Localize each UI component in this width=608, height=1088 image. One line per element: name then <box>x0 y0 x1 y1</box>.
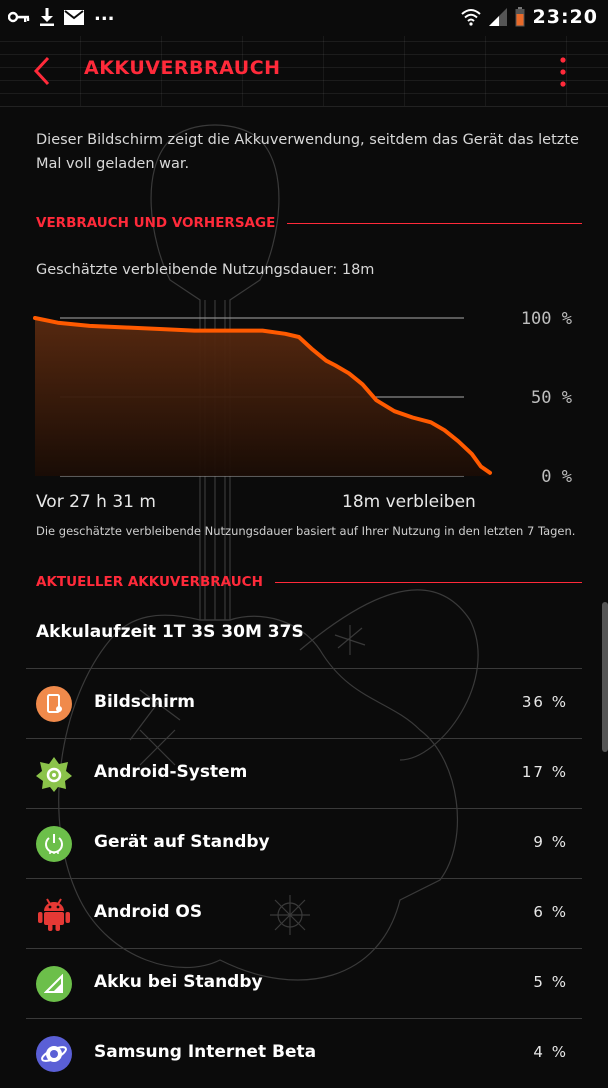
signal-icon <box>488 8 507 26</box>
key-icon <box>8 11 30 23</box>
section-heading-label: AKTUELLER AKKUVERBRAUCH <box>36 574 263 590</box>
app-usage-list: Bildschirm 36 % Android-System 17 % <box>26 668 582 1088</box>
list-item-akku-standby[interactable]: Akku bei Standby 5 % <box>26 948 582 1018</box>
app-name: Android-System <box>94 762 248 782</box>
power-standby-icon <box>36 826 72 862</box>
status-bar: ... 23:20 <box>0 0 608 36</box>
app-name: Samsung Internet Beta <box>94 1042 317 1062</box>
mail-icon <box>64 9 84 25</box>
chart-series-line <box>33 316 492 475</box>
app-percent: 4 % <box>533 1043 568 1061</box>
app-percent: 5 % <box>533 973 568 991</box>
app-name: Gerät auf Standby <box>94 832 270 852</box>
section-divider <box>287 222 582 224</box>
estimate-note: Die geschätzte verbleibende Nutzungsdaue… <box>36 524 576 538</box>
notification-overflow: ... <box>94 3 115 25</box>
back-arrow-icon[interactable] <box>28 54 58 88</box>
list-item-android-system[interactable]: Android-System 17 % <box>26 738 582 808</box>
section-heading-current: AKTUELLER AKKUVERBRAUCH <box>36 574 582 590</box>
battery-uptime: Akkulaufzeit 1T 3S 30M 37S <box>36 622 304 642</box>
wifi-icon <box>460 9 481 26</box>
app-name: Android OS <box>94 902 203 922</box>
download-icon <box>40 8 54 26</box>
battery-usage-chart: 100 % 50 % 0 % <box>33 309 572 487</box>
chart-y-tick-label: 100 % <box>521 309 572 329</box>
more-options-icon[interactable] <box>558 56 568 88</box>
app-name: Akku bei Standby <box>94 972 263 992</box>
app-name: Bildschirm <box>94 692 196 712</box>
scrollbar[interactable] <box>602 602 608 752</box>
estimate-text: Geschätzte verbleibende Nutzungsdauer: 1… <box>36 262 375 278</box>
cell-standby-icon <box>36 966 72 1002</box>
list-item-android-os[interactable]: Android OS 6 % <box>26 878 582 948</box>
app-percent: 36 % <box>521 693 568 711</box>
list-item-bildschirm[interactable]: Bildschirm 36 % <box>26 668 582 738</box>
section-heading-usage: VERBRAUCH UND VORHERSAGE <box>36 215 582 231</box>
android-system-gear-icon <box>36 756 72 792</box>
section-divider <box>274 581 582 583</box>
description-text: Dieser Bildschirm zeigt die Akkuverwendu… <box>36 132 579 172</box>
screen-icon <box>36 686 72 722</box>
chart-area-fill <box>35 318 490 476</box>
list-item-standby[interactable]: Gerät auf Standby 9 % <box>26 808 582 878</box>
app-percent: 6 % <box>533 903 568 921</box>
android-robot-icon <box>36 896 72 932</box>
app-bar: AKKUVERBRAUCH <box>0 36 608 107</box>
list-item-samsung-internet[interactable]: Samsung Internet Beta 4 % <box>26 1018 582 1088</box>
app-percent: 17 % <box>521 763 568 781</box>
clock: 23:20 <box>532 6 598 28</box>
samsung-internet-icon <box>36 1036 72 1072</box>
chart-y-tick-label: 0 % <box>541 467 572 487</box>
chart-x-label-end: 18m verbleiben <box>342 492 476 512</box>
battery-icon <box>515 7 525 27</box>
chart-y-tick-label: 50 % <box>531 388 572 408</box>
chart-x-label-start: Vor 27 h 31 m <box>36 492 156 512</box>
page-title: AKKUVERBRAUCH <box>84 57 281 79</box>
app-percent: 9 % <box>533 833 568 851</box>
section-heading-label: VERBRAUCH UND VORHERSAGE <box>36 215 276 231</box>
